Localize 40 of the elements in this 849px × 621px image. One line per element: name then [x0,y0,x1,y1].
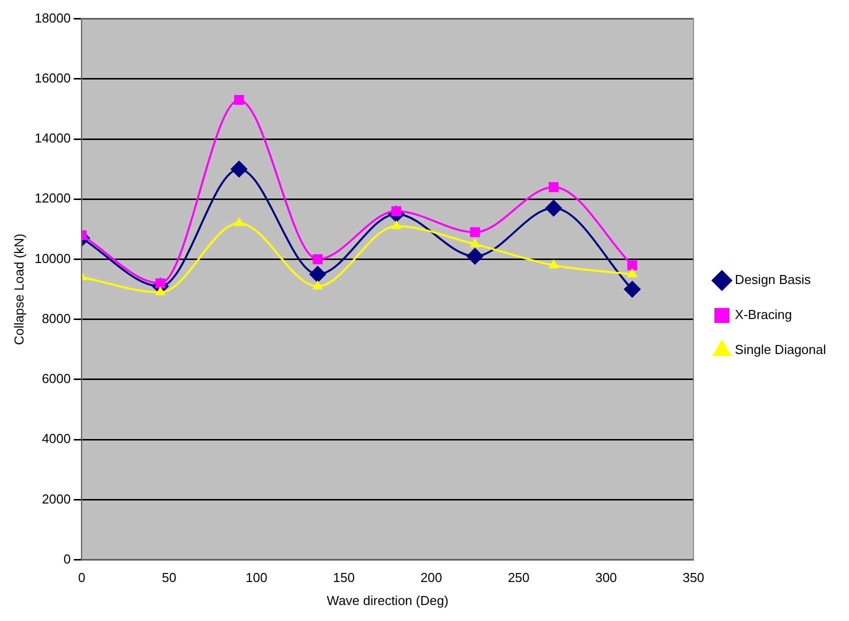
x-tick-label: 250 [508,570,530,586]
point [545,200,562,216]
point [627,260,638,270]
y-axis-title: Collapse Load (kN) [11,234,26,345]
x-tick-label: 150 [333,570,355,586]
legend-label: Single Diagonal [734,342,826,358]
legend-label: X-Bracing [734,307,792,322]
y-tick-label: 6000 [42,371,71,386]
x-tick-label: 100 [246,570,268,586]
point [313,281,322,290]
y-tick-label: 0 [64,551,71,566]
x-tick-label: 0 [78,570,86,586]
point [230,160,248,178]
point [309,266,326,282]
x-tick-label: 350 [682,570,704,586]
point [470,227,480,238]
point [628,269,637,278]
legend-label: Design Basis [734,272,812,288]
y-tick-label: 2000 [42,491,71,506]
y-tick-label: 18000 [34,10,71,26]
y-tick-label: 8000 [42,310,71,326]
x-axis-title: Wave direction (Deg) [326,592,448,608]
y-tick-label: 12000 [34,190,71,206]
y-tick-label: 16000 [34,70,71,86]
point [466,248,484,264]
point [234,218,244,226]
point [156,287,165,296]
point [234,94,244,105]
y-tick-label: 10000 [34,250,71,266]
point [549,260,558,268]
point [624,281,640,298]
point [470,239,480,248]
y-tick-label: 14000 [34,130,71,146]
point [392,221,401,230]
x-tick-label: 50 [162,570,176,586]
point [548,182,559,192]
x-tick-label: 200 [420,570,442,586]
y-tick-label: 4000 [42,431,71,446]
x-tick-label: 300 [595,570,617,586]
point [312,254,323,264]
